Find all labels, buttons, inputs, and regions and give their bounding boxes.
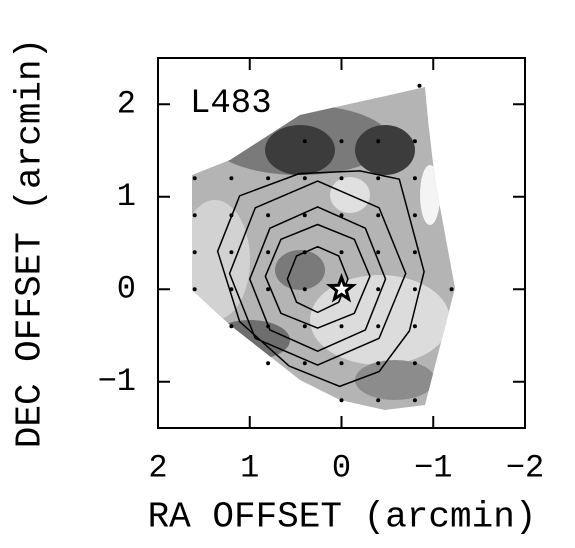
sample-point bbox=[229, 287, 234, 292]
sample-point bbox=[412, 139, 417, 144]
y-axis-label: DEC OFFSET (arcmin) bbox=[10, 38, 51, 448]
sample-point bbox=[302, 213, 307, 218]
y-tick-label: 0 bbox=[117, 271, 136, 308]
sample-point bbox=[376, 213, 381, 218]
sample-point bbox=[302, 324, 307, 329]
sample-point bbox=[192, 250, 197, 255]
sample-point bbox=[229, 176, 234, 181]
sample-point bbox=[376, 361, 381, 366]
x-tick-label: 1 bbox=[240, 449, 259, 486]
contour-line bbox=[249, 206, 387, 352]
annotation: L483 bbox=[190, 85, 272, 123]
sample-point bbox=[266, 287, 271, 292]
sample-point bbox=[412, 287, 417, 292]
y-tick-label: 1 bbox=[117, 178, 136, 215]
contour-line bbox=[286, 245, 349, 314]
sample-point bbox=[339, 398, 344, 403]
sample-point bbox=[412, 361, 417, 366]
source-star bbox=[326, 272, 357, 303]
sample-point bbox=[302, 176, 307, 181]
sample-point bbox=[302, 287, 307, 292]
sample-point bbox=[302, 250, 307, 255]
contour-line bbox=[228, 180, 407, 366]
sample-point bbox=[412, 324, 417, 329]
x-tick-label: 2 bbox=[148, 449, 167, 486]
sample-point bbox=[266, 176, 271, 181]
sample-point bbox=[266, 250, 271, 255]
sample-point bbox=[192, 176, 197, 181]
sample-point bbox=[376, 324, 381, 329]
sample-point bbox=[339, 324, 344, 329]
x-tick-label: −1 bbox=[414, 449, 452, 486]
contour-line bbox=[264, 223, 371, 329]
sample-point bbox=[376, 250, 381, 255]
sample-point bbox=[376, 139, 381, 144]
sample-point bbox=[229, 324, 234, 329]
sample-point bbox=[302, 361, 307, 366]
sample-point bbox=[417, 83, 422, 88]
x-tick-label: 0 bbox=[332, 449, 351, 486]
sample-point bbox=[266, 213, 271, 218]
sample-point bbox=[192, 287, 197, 292]
sample-point bbox=[339, 250, 344, 255]
sample-point bbox=[449, 287, 454, 292]
sample-point bbox=[412, 176, 417, 181]
sample-point bbox=[376, 398, 381, 403]
x-tick-label: −2 bbox=[506, 449, 544, 486]
sample-point bbox=[229, 250, 234, 255]
contour-line bbox=[216, 170, 425, 388]
sample-point bbox=[339, 213, 344, 218]
sample-point bbox=[376, 176, 381, 181]
sample-point bbox=[302, 139, 307, 144]
sample-point bbox=[229, 213, 234, 218]
y-tick-label: −1 bbox=[98, 363, 136, 400]
sample-point bbox=[376, 287, 381, 292]
x-axis-label: RA OFFSET (arcmin) bbox=[148, 497, 537, 538]
sample-point bbox=[412, 213, 417, 218]
sample-point bbox=[192, 213, 197, 218]
sample-point bbox=[266, 361, 271, 366]
y-tick-label: 2 bbox=[117, 86, 136, 123]
sample-point bbox=[412, 250, 417, 255]
sample-point bbox=[339, 139, 344, 144]
sample-point bbox=[339, 361, 344, 366]
sample-point bbox=[412, 398, 417, 403]
sample-point bbox=[339, 176, 344, 181]
sample-point bbox=[266, 324, 271, 329]
